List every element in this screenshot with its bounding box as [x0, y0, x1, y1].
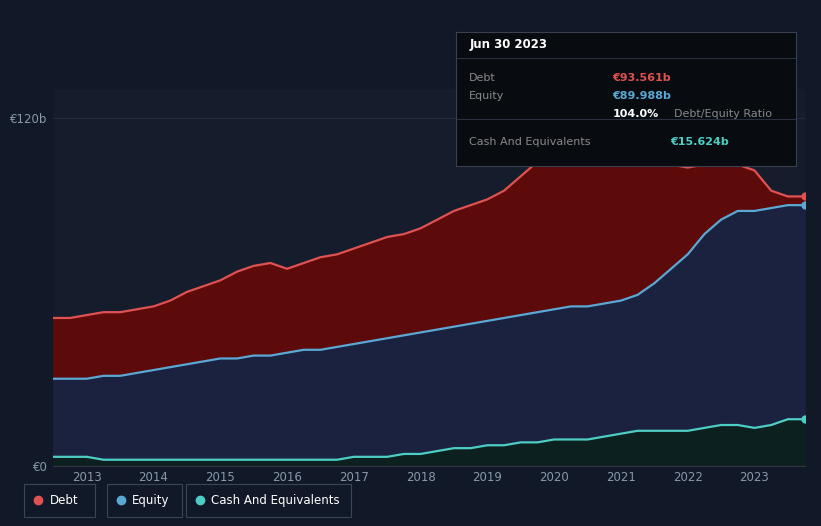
Text: Cash And Equivalents: Cash And Equivalents: [470, 137, 591, 147]
Text: Debt: Debt: [470, 73, 496, 83]
Text: Cash And Equivalents: Cash And Equivalents: [211, 494, 340, 507]
Text: Jun 30 2023: Jun 30 2023: [470, 38, 548, 51]
Text: €93.561b: €93.561b: [612, 73, 671, 83]
Text: Debt/Equity Ratio: Debt/Equity Ratio: [674, 109, 772, 119]
Text: €89.988b: €89.988b: [612, 91, 672, 101]
Text: Equity: Equity: [470, 91, 505, 101]
Text: 104.0%: 104.0%: [612, 109, 658, 119]
Text: €15.624b: €15.624b: [670, 137, 729, 147]
Text: Equity: Equity: [132, 494, 170, 507]
Text: Debt: Debt: [49, 494, 78, 507]
